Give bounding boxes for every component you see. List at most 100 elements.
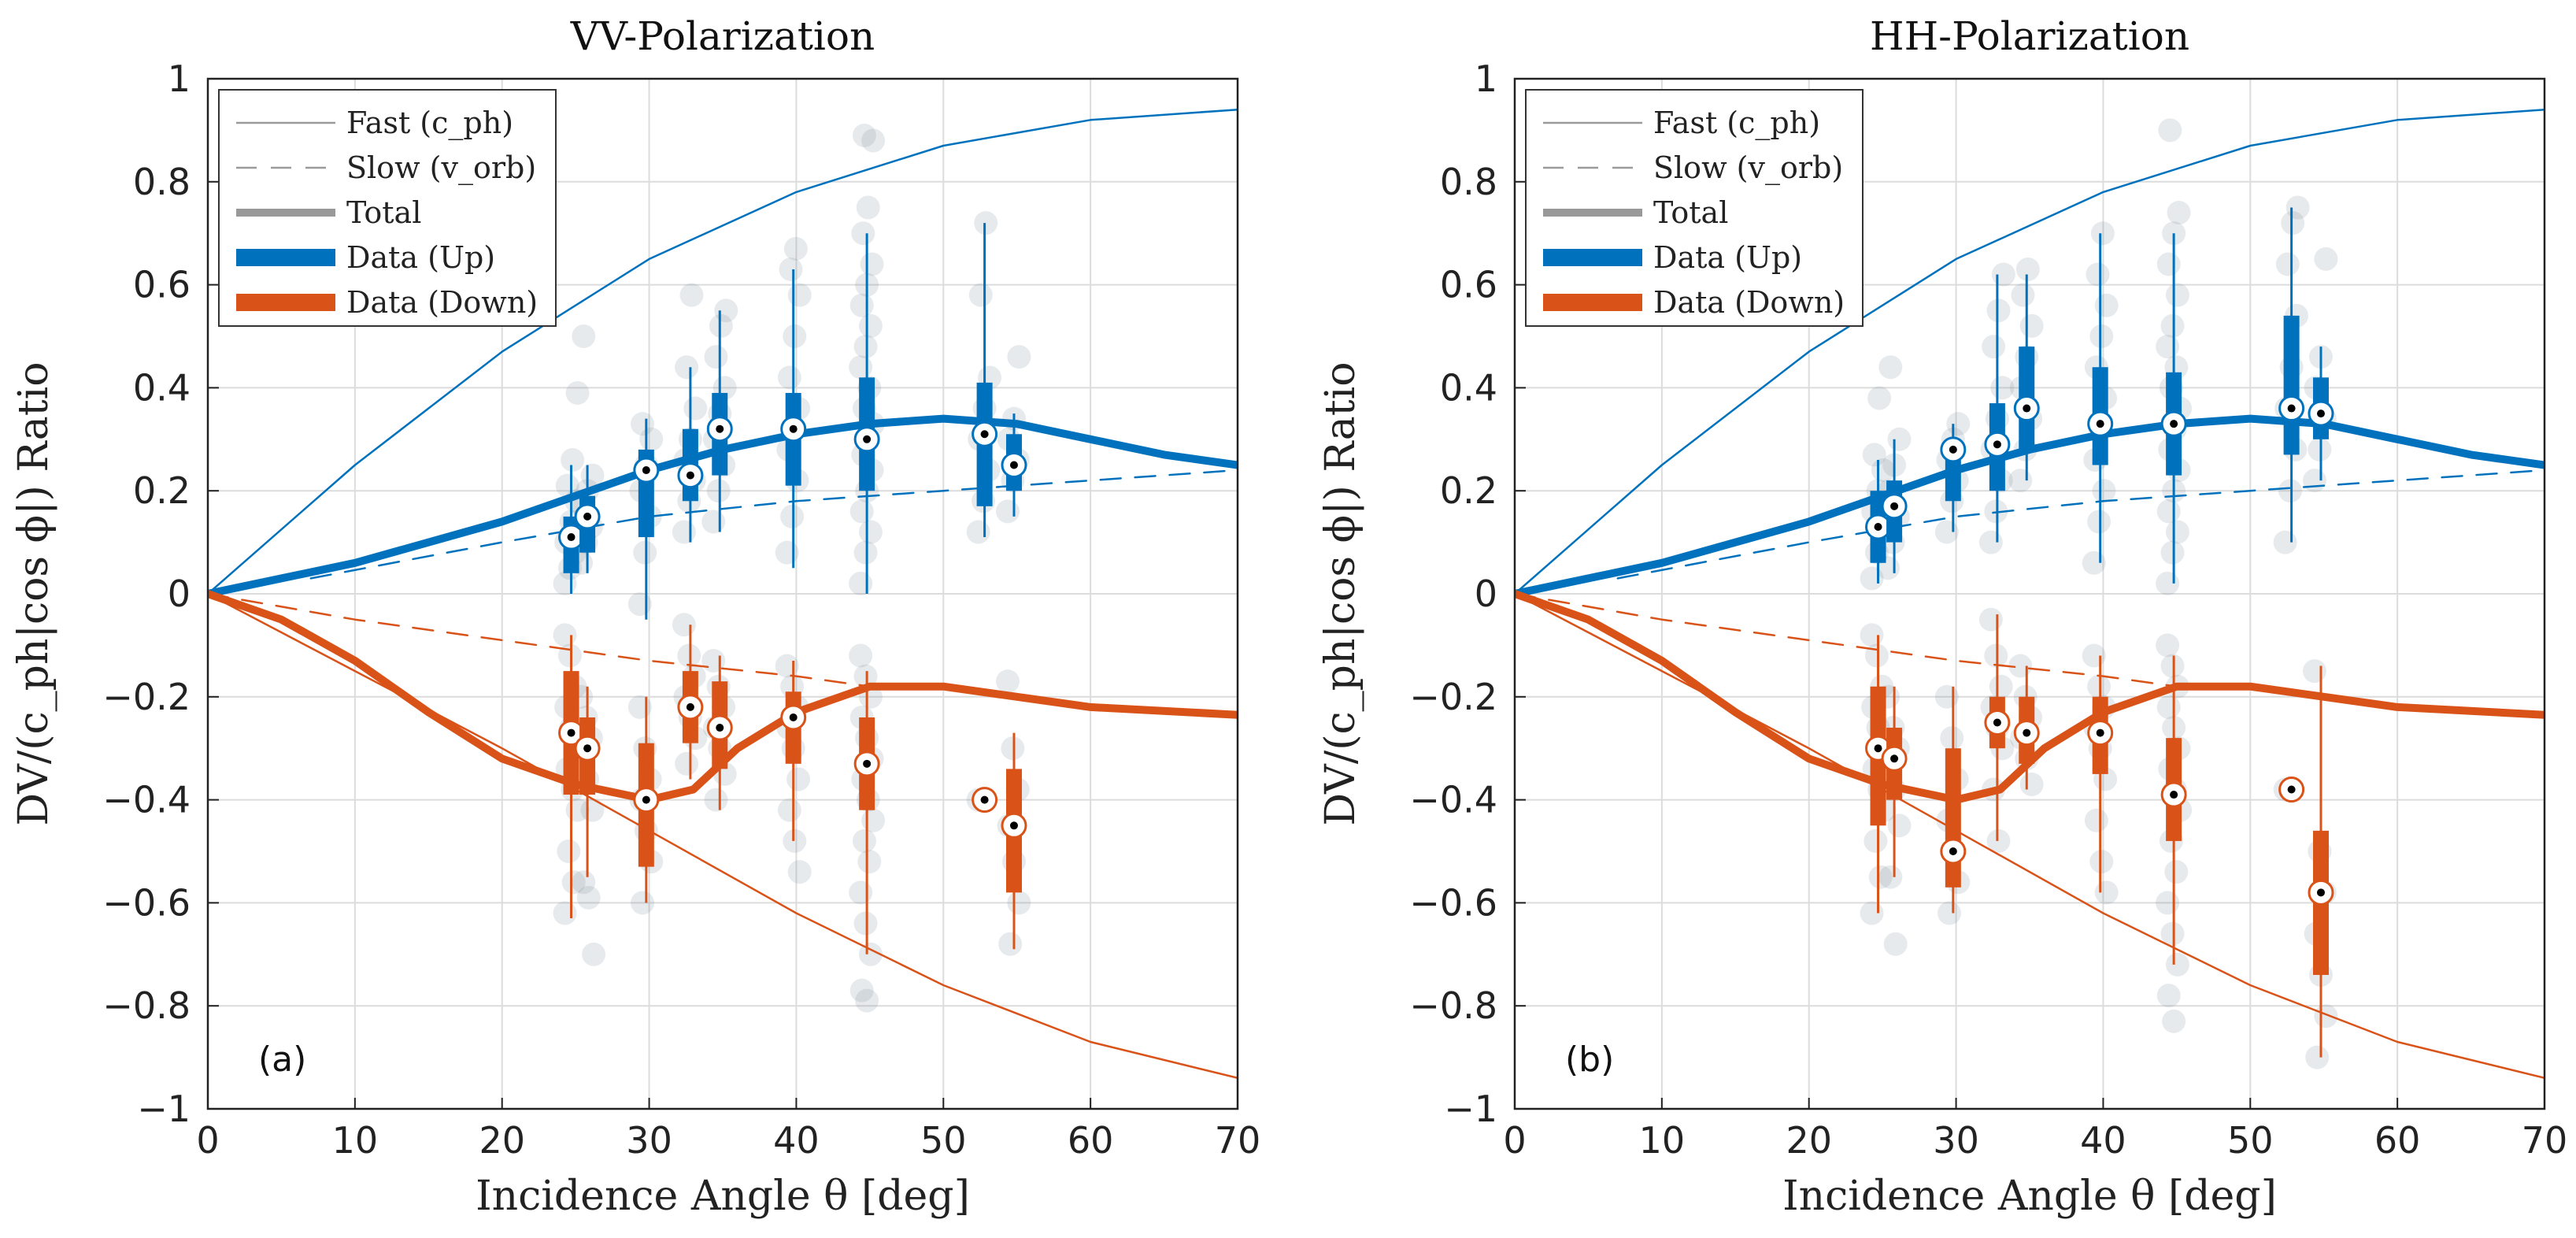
data-point-up — [2011, 283, 2035, 307]
median-dot-up — [1890, 502, 1899, 510]
data-point-up — [849, 571, 873, 595]
data-point-up — [1946, 412, 1971, 436]
data-point-down — [1864, 643, 1889, 668]
data-point-down — [1864, 828, 1888, 853]
data-point-down — [576, 885, 601, 910]
y-tick-label: −0.6 — [1409, 881, 1497, 924]
fast-line-up — [1515, 108, 2545, 595]
median-dot-down — [686, 702, 694, 711]
data-point-up — [787, 283, 812, 307]
data-point-down — [572, 870, 596, 895]
data-point-up — [1007, 345, 1031, 369]
data-point-up — [2308, 437, 2332, 461]
data-point-down — [2160, 654, 2185, 678]
data-point-up — [2165, 283, 2189, 307]
ylabel-a: DV/(c_ph|cos ϕ|) Ratio — [10, 361, 57, 825]
median-dot-down — [2316, 888, 2325, 897]
y-tick-label: −0.2 — [102, 676, 191, 718]
data-point-up — [2160, 540, 2185, 565]
data-point-down — [2164, 860, 2189, 884]
data-point-up — [853, 540, 878, 565]
median-dot-down — [1949, 847, 1957, 855]
data-point-down — [2156, 695, 2181, 719]
legend-b: Fast (c_ph) Slow (v_orb) Total Data (Up) Dat… — [1525, 89, 1864, 327]
data-point-up — [858, 313, 883, 338]
legend-label: Data (Down) — [346, 285, 538, 320]
legend-label: Total — [346, 195, 421, 230]
median-dot-down — [583, 744, 592, 753]
data-point-down — [2302, 659, 2326, 684]
data-point-down — [998, 932, 1023, 956]
legend-label: Data (Down) — [1653, 285, 1845, 320]
x-tick-label: 70 — [2522, 1119, 2568, 1162]
panel-label-b: (b) — [1565, 1040, 1614, 1080]
data-point-down — [777, 798, 801, 822]
data-point-up — [704, 345, 728, 369]
legend-label: Data (Up) — [1653, 240, 1802, 275]
y-tick-label: 0.8 — [1440, 161, 1497, 203]
y-tick-label: 0 — [168, 573, 191, 615]
data-point-up — [1982, 335, 2006, 359]
median-dot-up — [1949, 445, 1957, 454]
median-dot-down — [980, 795, 989, 804]
x-tick-label: 30 — [1933, 1119, 1979, 1162]
median-dot-up — [863, 435, 872, 443]
y-tick-label: 0.6 — [1440, 264, 1497, 306]
data-point-down — [672, 613, 696, 637]
data-point-up — [849, 355, 873, 380]
y-tick-label: −1 — [1444, 1088, 1497, 1130]
data-point-up — [709, 313, 733, 338]
title-b: HH-Polarization — [1870, 13, 2189, 59]
data-point-down — [1878, 865, 1903, 889]
median-dot-down — [1874, 744, 1882, 753]
median-dot-down — [2287, 785, 2296, 794]
data-point-up — [775, 540, 799, 565]
data-point-down — [1001, 736, 1025, 761]
data-point-up — [777, 365, 801, 390]
data-point-down — [580, 798, 605, 822]
data-point-up — [2165, 520, 2189, 544]
median-dot-up — [716, 424, 724, 433]
data-point-down — [2156, 984, 2181, 1008]
y-tick-label: 0.2 — [1440, 469, 1497, 512]
slow-line-up — [309, 469, 1238, 580]
median-dot-up — [1874, 522, 1882, 531]
fast-line-down — [1515, 592, 2545, 1080]
data-point-down — [783, 828, 807, 853]
median-dot-down — [716, 724, 724, 732]
median-dot-up — [2170, 420, 2178, 428]
median-dot-down — [789, 713, 798, 721]
data-point-up — [672, 520, 696, 544]
x-tick-label: 0 — [196, 1119, 219, 1162]
data-point-up — [701, 510, 726, 534]
data-point-up — [2015, 257, 2040, 281]
data-point-down — [2156, 891, 2180, 915]
data-point-up — [2275, 252, 2300, 276]
data-point-down — [677, 643, 701, 668]
data-point-up — [2273, 530, 2297, 554]
data-point-down — [855, 988, 879, 1013]
data-point-up — [779, 257, 803, 281]
y-tick-label: −0.2 — [1409, 676, 1497, 718]
data-point-up — [2281, 211, 2305, 235]
data-point-up — [974, 211, 998, 235]
x-tick-label: 70 — [1215, 1119, 1261, 1162]
legend-a: Fast (c_ph) Slow (v_orb) Total Data (Up) Dat… — [218, 89, 557, 327]
data-point-up — [714, 298, 738, 323]
xlabel-a: Incidence Angle θ [deg] — [476, 1173, 970, 1220]
data-point-down — [853, 911, 878, 936]
data-point-down — [561, 870, 586, 895]
data-point-down — [1989, 674, 2013, 699]
data-point-down — [1986, 828, 2011, 853]
x-tick-label: 0 — [1503, 1119, 1526, 1162]
data-point-up — [2086, 262, 2110, 287]
axes-frame — [206, 77, 1239, 1110]
data-point-down — [786, 767, 811, 791]
median-dot-down — [2170, 791, 2178, 799]
median-dot-up — [2096, 420, 2104, 428]
total-line-down — [208, 590, 1238, 804]
data-point-down — [775, 654, 799, 678]
data-point-up — [1986, 298, 2011, 323]
data-point-down — [853, 664, 878, 688]
box-up — [2283, 315, 2300, 455]
